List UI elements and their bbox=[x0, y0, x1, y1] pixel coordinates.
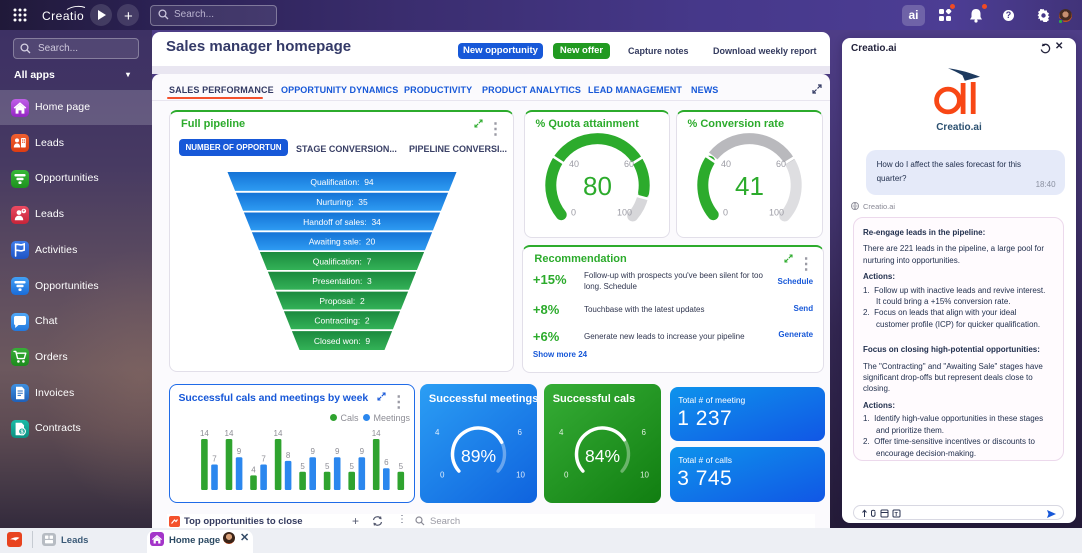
svg-text:4: 4 bbox=[559, 428, 564, 437]
svg-text:9: 9 bbox=[359, 447, 364, 456]
svg-text:Qualification: 7: Qualification: 7 bbox=[313, 256, 372, 266]
svg-text:8: 8 bbox=[285, 451, 290, 460]
svg-text:14: 14 bbox=[371, 429, 380, 438]
svg-text:10: 10 bbox=[516, 471, 525, 480]
svg-text:40: 40 bbox=[569, 159, 579, 169]
svg-text:60: 60 bbox=[624, 159, 634, 169]
svg-text:7: 7 bbox=[261, 454, 266, 463]
svg-text:100: 100 bbox=[769, 207, 784, 217]
svg-text:$: $ bbox=[20, 429, 23, 435]
svg-text:40: 40 bbox=[721, 159, 731, 169]
svg-text:Contracting: 2: Contracting: 2 bbox=[314, 315, 370, 325]
svg-text:0: 0 bbox=[440, 471, 445, 480]
svg-text:6: 6 bbox=[384, 458, 389, 467]
svg-text:5: 5 bbox=[398, 462, 403, 471]
svg-text:T: T bbox=[894, 512, 898, 518]
svg-text:Handoff of sales: 34: Handoff of sales: 34 bbox=[303, 216, 381, 226]
svg-text:6: 6 bbox=[517, 428, 522, 437]
svg-text:89%: 89% bbox=[461, 446, 496, 466]
svg-text:84%: 84% bbox=[585, 446, 620, 466]
svg-text:5: 5 bbox=[349, 462, 354, 471]
svg-text:+: + bbox=[22, 208, 25, 213]
svg-text:41: 41 bbox=[735, 171, 764, 201]
svg-text:4: 4 bbox=[435, 428, 440, 437]
svg-text:Proposal: 2: Proposal: 2 bbox=[319, 296, 365, 306]
svg-text:0: 0 bbox=[723, 207, 728, 217]
svg-text:Qualification: 94: Qualification: 94 bbox=[310, 176, 374, 186]
svg-text:6: 6 bbox=[641, 428, 646, 437]
svg-text:9: 9 bbox=[310, 447, 315, 456]
svg-text:14: 14 bbox=[273, 429, 282, 438]
svg-text:Presentation: 3: Presentation: 3 bbox=[312, 276, 372, 286]
svg-text:5: 5 bbox=[324, 462, 329, 471]
svg-text:100: 100 bbox=[617, 207, 632, 217]
svg-text:9: 9 bbox=[236, 447, 241, 456]
svg-text:7: 7 bbox=[212, 454, 217, 463]
svg-text:14: 14 bbox=[224, 429, 233, 438]
svg-text:10: 10 bbox=[640, 471, 649, 480]
svg-text:5: 5 bbox=[300, 462, 305, 471]
svg-text:0: 0 bbox=[564, 471, 569, 480]
svg-text:4: 4 bbox=[251, 465, 256, 474]
svg-text:9: 9 bbox=[334, 447, 339, 456]
svg-text:Awaiting sale: 20: Awaiting sale: 20 bbox=[309, 236, 376, 246]
svg-text:Nurturing: 35: Nurturing: 35 bbox=[316, 197, 368, 207]
svg-text:80: 80 bbox=[583, 171, 612, 201]
svg-text:0: 0 bbox=[571, 207, 576, 217]
svg-text:60: 60 bbox=[776, 159, 786, 169]
svg-text:14: 14 bbox=[199, 429, 208, 438]
svg-text:Closed won: 9: Closed won: 9 bbox=[314, 336, 370, 346]
